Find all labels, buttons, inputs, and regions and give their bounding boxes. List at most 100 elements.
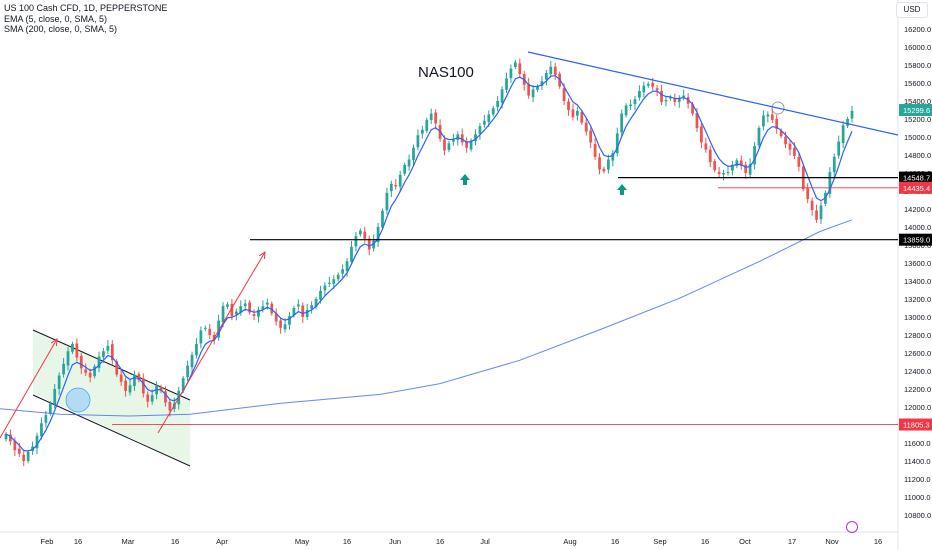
candle-body	[509, 68, 513, 78]
touch-circle[interactable]	[771, 101, 785, 115]
candle-body	[753, 146, 756, 165]
time-tick-label: Feb	[41, 537, 54, 546]
candle-body	[13, 440, 17, 451]
candle-body	[828, 172, 832, 194]
highlight-circle[interactable]	[65, 387, 91, 413]
candle-body	[48, 403, 52, 414]
candle-body	[164, 391, 167, 403]
candle-body	[545, 73, 548, 80]
candle-body	[469, 140, 473, 150]
candle-body	[429, 113, 433, 120]
channel-lower-line[interactable]	[32, 394, 191, 467]
candle-body	[296, 304, 300, 307]
candle-body	[128, 385, 132, 393]
candle-body	[713, 161, 717, 171]
candle-body	[22, 454, 26, 461]
red-arrow-left[interactable]	[0, 338, 58, 439]
candle-body	[319, 290, 322, 300]
candle-body	[832, 156, 836, 173]
candle-body	[44, 415, 48, 423]
ema-line[interactable]	[5, 75, 853, 452]
candle-body	[513, 62, 517, 67]
price-tick-label: 12000.0	[904, 403, 931, 412]
sma-line[interactable]	[0, 219, 853, 417]
candle-body	[257, 309, 260, 317]
candle-body	[531, 89, 535, 98]
price-tick-label: 13600.0	[904, 259, 931, 268]
candle-body	[460, 134, 464, 143]
candle-body	[536, 86, 539, 90]
level-price-label: 11805.3	[903, 421, 930, 430]
candle-body	[265, 302, 269, 305]
channel-upper-line[interactable]	[32, 329, 191, 401]
chart-annotation[interactable]: NAS100	[418, 64, 474, 81]
candle-body	[199, 330, 203, 344]
replay-icon[interactable]	[846, 521, 858, 533]
price-tick-label: 12600.0	[904, 349, 931, 358]
level-price-tag	[899, 233, 932, 246]
candle-body	[332, 279, 336, 284]
time-tick-label: Jun	[389, 537, 401, 546]
candle-body	[540, 81, 544, 87]
red-arrow-right[interactable]	[157, 251, 266, 434]
candle-body	[589, 130, 593, 143]
candle-body	[757, 128, 761, 146]
candle-body	[748, 164, 752, 175]
candle-body	[487, 114, 491, 122]
candle-body	[451, 138, 455, 142]
candle-body	[26, 452, 30, 461]
descending-trendline[interactable]	[527, 51, 899, 136]
candle-body	[137, 374, 141, 380]
price-tick-label: 15600.0	[904, 79, 931, 88]
currency-button[interactable]: USD	[896, 2, 928, 18]
candle-body	[133, 374, 136, 386]
candle-body	[810, 200, 814, 210]
green-up-arrow[interactable]	[617, 184, 627, 195]
current-price-label: 15299.6	[903, 106, 930, 115]
candle-body	[527, 83, 531, 96]
candle-body	[673, 98, 677, 102]
time-tick-label: 16	[874, 537, 882, 546]
candle-body	[793, 147, 796, 156]
candle-body	[629, 104, 632, 107]
price-tick-label: 14800.0	[904, 151, 931, 160]
candle-body	[682, 95, 686, 98]
price-tick-label: 14000.0	[904, 223, 931, 232]
candle-body	[779, 130, 783, 137]
candle-body	[394, 184, 398, 187]
candle-body	[646, 83, 650, 86]
time-tick-label: Nov	[825, 537, 839, 546]
current-price-tag	[899, 104, 932, 117]
green-up-arrow[interactable]	[460, 174, 470, 185]
candle-body	[403, 164, 407, 174]
time-tick-label: 16	[611, 537, 619, 546]
candle-body	[584, 122, 588, 132]
candle-body	[261, 306, 265, 310]
candle-body	[4, 434, 8, 440]
candle-body	[288, 316, 291, 325]
time-tick-label: Oct	[739, 537, 752, 546]
candle-body	[102, 351, 105, 358]
price-tick-label: 14200.0	[904, 205, 931, 214]
time-tick-label: 16	[171, 537, 179, 546]
candle-body	[217, 320, 220, 338]
candle-body	[150, 395, 154, 402]
candle-body	[270, 303, 274, 314]
candle-body	[389, 183, 393, 192]
candle-body	[243, 303, 247, 307]
chart-legend: US 100 Cash CFD, 1D, PEPPERSTONE EMA (5,…	[4, 3, 167, 35]
candle-body	[412, 147, 415, 161]
time-tick-label: Jul	[480, 537, 490, 546]
candle-body	[482, 120, 486, 125]
candle-body	[279, 320, 282, 328]
candle-body	[447, 143, 451, 150]
red-arrow-right-head	[258, 251, 266, 260]
candle-body	[62, 363, 65, 375]
candle-body	[651, 82, 655, 87]
candle-body	[602, 168, 606, 172]
price-tick-label: 15800.0	[904, 61, 931, 70]
candle-body	[234, 311, 238, 315]
candle-body	[345, 261, 349, 271]
candle-body	[655, 88, 659, 91]
